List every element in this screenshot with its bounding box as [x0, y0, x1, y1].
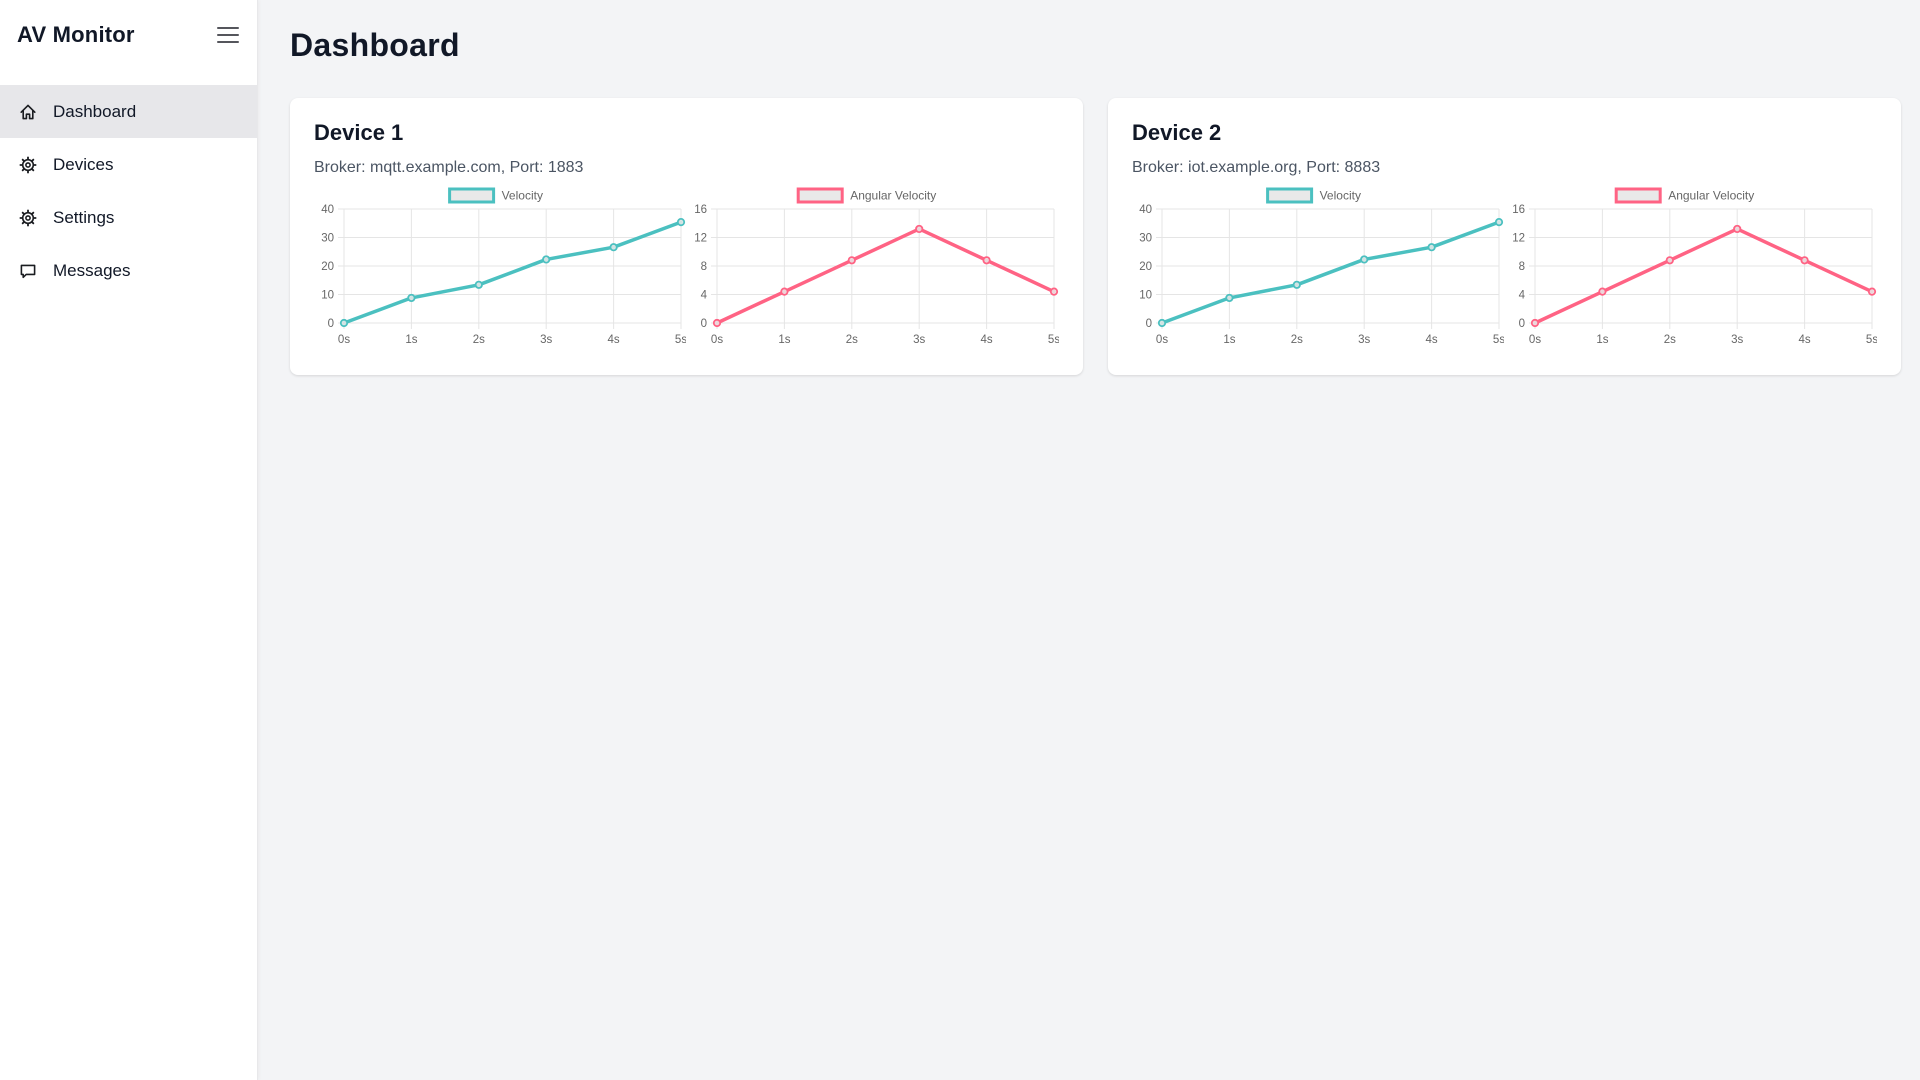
sidebar-item-devices[interactable]: Devices	[0, 138, 257, 191]
svg-text:0s: 0s	[710, 334, 722, 346]
velocity-chart: 0 10 20 30 40 0s 1s 2s 3s 4s 5s Velocity	[321, 187, 686, 346]
svg-text:2s: 2s	[845, 334, 857, 346]
angular-velocity-chart: 0 4 8 12 16 0s 1s 2s 3s 4s 5s Angular Velocity	[694, 187, 1059, 346]
chart-legend-label: Velocity	[1320, 189, 1361, 203]
main-content: Dashboard Device 1 Broker: mqtt.example.c…	[258, 0, 1920, 1080]
sidebar-item-messages[interactable]: Messages	[0, 244, 257, 297]
svg-text:4s: 4s	[608, 334, 620, 346]
svg-text:2s: 2s	[1663, 334, 1675, 346]
svg-text:3s: 3s	[540, 334, 552, 346]
gear-icon	[18, 208, 38, 228]
svg-text:0s: 0s	[1156, 334, 1168, 346]
svg-text:2s: 2s	[1291, 334, 1303, 346]
device-name: Device 2	[1132, 120, 1222, 146]
svg-text:1s: 1s	[1596, 334, 1608, 346]
svg-text:30: 30	[1139, 233, 1152, 245]
sidebar-item-dashboard[interactable]: Dashboard	[0, 85, 257, 138]
svg-text:1s: 1s	[1223, 334, 1235, 346]
svg-text:5s: 5s	[1493, 334, 1504, 346]
svg-text:10: 10	[321, 290, 334, 302]
svg-text:3s: 3s	[1358, 334, 1370, 346]
svg-text:1s: 1s	[405, 334, 417, 346]
svg-text:4s: 4s	[1426, 334, 1438, 346]
chart-legend-label: Angular Velocity	[850, 189, 936, 203]
chart-legend-label: Angular Velocity	[1668, 189, 1754, 203]
chart-container: 0 10 20 30 40 0s 1s 2s 3s 4s 5s Velocity	[1132, 183, 1505, 355]
svg-text:0: 0	[1146, 318, 1152, 330]
device-cards-row: Device 1 Broker: mqtt.example.com, Port: …	[290, 98, 1902, 376]
svg-text:16: 16	[1512, 204, 1525, 216]
device-name: Device 1	[314, 120, 404, 146]
svg-text:0: 0	[328, 318, 334, 330]
page-title: Dashboard	[290, 27, 460, 63]
svg-text:0: 0	[700, 318, 706, 330]
chart-container: 0 10 20 30 40 0s 1s 2s 3s 4s 5s Velocity	[314, 183, 687, 355]
svg-text:0: 0	[1518, 318, 1524, 330]
chart-container: 0 4 8 12 16 0s 1s 2s 3s 4s 5s Angular Velocity	[1505, 183, 1878, 355]
svg-text:4: 4	[700, 290, 707, 302]
svg-text:5s: 5s	[1047, 334, 1058, 346]
sidebar-header: AV Monitor	[0, 0, 257, 48]
svg-text:2s: 2s	[473, 334, 485, 346]
message-icon	[18, 261, 38, 281]
svg-text:4s: 4s	[1798, 334, 1810, 346]
svg-text:3s: 3s	[913, 334, 925, 346]
svg-text:12: 12	[694, 233, 707, 245]
chart-container: 0 4 8 12 16 0s 1s 2s 3s 4s 5s Angular Velocity	[687, 183, 1060, 355]
device-card: Device 2 Broker: iot.example.org, Port: 8…	[1108, 98, 1901, 376]
svg-text:10: 10	[1139, 290, 1152, 302]
svg-text:5s: 5s	[675, 334, 686, 346]
svg-text:12: 12	[1512, 233, 1525, 245]
sidebar-item-label: Devices	[53, 154, 114, 174]
svg-text:4s: 4s	[980, 334, 992, 346]
chart-legend-label: Velocity	[502, 189, 543, 203]
hamburger-menu-icon[interactable]	[217, 22, 239, 48]
broker-info: Broker: iot.example.org, Port: 8883	[1132, 159, 1381, 177]
svg-text:40: 40	[1139, 204, 1152, 216]
message-icon	[20, 264, 36, 278]
svg-text:4: 4	[1518, 290, 1525, 302]
gear-icon	[19, 156, 37, 173]
svg-text:20: 20	[1139, 261, 1152, 273]
svg-text:30: 30	[321, 233, 334, 245]
svg-text:0s: 0s	[338, 334, 350, 346]
home-icon	[18, 102, 38, 122]
svg-text:16: 16	[694, 204, 707, 216]
gear-icon	[19, 209, 37, 226]
svg-text:1s: 1s	[778, 334, 790, 346]
device-card: Device 1 Broker: mqtt.example.com, Port: …	[290, 98, 1083, 376]
gear-icon	[18, 155, 38, 175]
sidebar-item-label: Settings	[53, 207, 115, 227]
velocity-chart: 0 10 20 30 40 0s 1s 2s 3s 4s 5s Velocity	[1139, 187, 1504, 346]
charts-row: 0 10 20 30 40 0s 1s 2s 3s 4s 5s Velocity 0 4 8 12 16 0s 1s…	[1132, 183, 1877, 355]
app-title: AV Monitor	[17, 22, 135, 47]
sidebar-nav: Dashboard Devices Settings Messages	[0, 85, 257, 297]
svg-text:8: 8	[700, 261, 706, 273]
svg-text:0s: 0s	[1528, 334, 1540, 346]
charts-row: 0 10 20 30 40 0s 1s 2s 3s 4s 5s Velocity 0 4 8 12 16 0s 1s…	[314, 183, 1059, 355]
svg-text:8: 8	[1518, 261, 1524, 273]
home-icon	[20, 104, 36, 119]
svg-text:5s: 5s	[1865, 334, 1876, 346]
svg-text:40: 40	[321, 204, 334, 216]
sidebar-item-label: Dashboard	[53, 101, 137, 121]
angular-velocity-chart: 0 4 8 12 16 0s 1s 2s 3s 4s 5s Angular Velocity	[1512, 187, 1877, 346]
svg-text:20: 20	[321, 261, 334, 273]
sidebar-item-settings[interactable]: Settings	[0, 191, 257, 244]
sidebar-item-label: Messages	[53, 260, 131, 280]
broker-info: Broker: mqtt.example.com, Port: 1883	[314, 159, 584, 177]
sidebar: AV Monitor Dashboard Devices Settings Messa…	[0, 0, 258, 1080]
svg-text:3s: 3s	[1731, 334, 1743, 346]
